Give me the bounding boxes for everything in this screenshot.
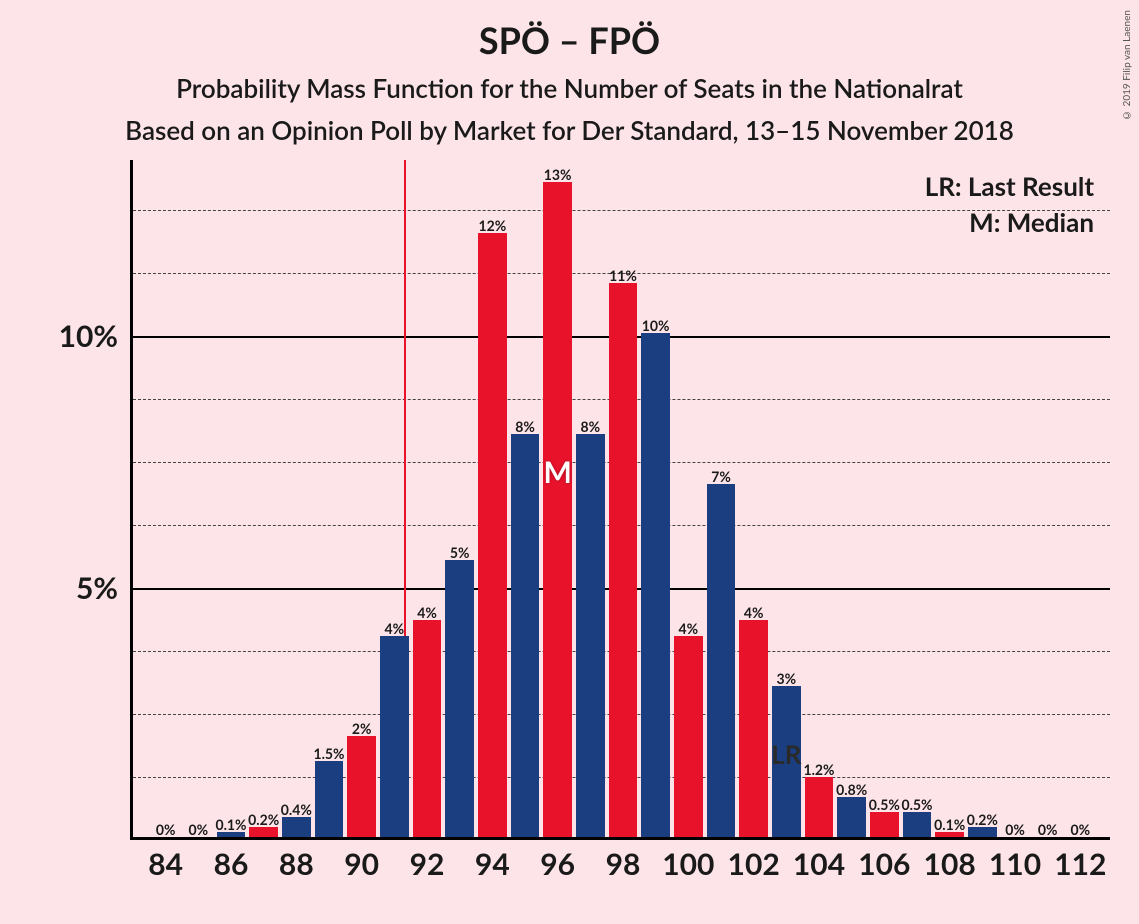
bar-value-label: 0.2% bbox=[248, 811, 279, 830]
bar-value-label: 11% bbox=[609, 267, 637, 286]
x-axis-label: 106 bbox=[858, 846, 910, 882]
bar-value-label: 3% bbox=[777, 670, 797, 689]
x-axis-label: 96 bbox=[540, 846, 575, 882]
bar-value-label: 0% bbox=[156, 821, 176, 840]
bar bbox=[282, 817, 311, 837]
chart-container: LR: Last Result M: Median 5%10%0%0%0.1%0… bbox=[38, 160, 1118, 880]
bar bbox=[315, 761, 344, 837]
bar bbox=[870, 812, 899, 837]
bar-value-label: 0% bbox=[1005, 821, 1025, 840]
bar-value-label: 0% bbox=[1038, 821, 1058, 840]
bar-value-label: 0.1% bbox=[934, 816, 965, 835]
bar-value-label: 0.5% bbox=[869, 796, 900, 815]
chart-subtitle-2: Based on an Opinion Poll by Market for D… bbox=[0, 104, 1139, 146]
bar bbox=[674, 636, 703, 837]
x-axis-label: 98 bbox=[606, 846, 641, 882]
bar-value-label: 5% bbox=[450, 544, 470, 563]
bar-value-label: 0.8% bbox=[836, 781, 867, 800]
bar-value-label: 13% bbox=[544, 166, 572, 185]
bar-value-label: 1.2% bbox=[803, 761, 834, 780]
y-axis-label: 5% bbox=[76, 570, 118, 606]
bar bbox=[347, 736, 376, 837]
median-marker: M bbox=[543, 454, 571, 490]
bar bbox=[805, 777, 834, 837]
chart-title: SPÖ – FPÖ bbox=[0, 0, 1139, 62]
bar-value-label: 4% bbox=[385, 620, 405, 639]
x-axis-label: 88 bbox=[279, 846, 314, 882]
bar-value-label: 7% bbox=[711, 468, 731, 487]
bar bbox=[641, 333, 670, 837]
bar-value-label: 2% bbox=[352, 720, 372, 739]
x-axis-label: 90 bbox=[344, 846, 379, 882]
bar-value-label: 10% bbox=[642, 317, 670, 336]
x-axis-label: 100 bbox=[662, 846, 714, 882]
bar bbox=[413, 620, 442, 837]
bar bbox=[837, 797, 866, 837]
bar bbox=[478, 233, 507, 837]
bar bbox=[380, 636, 409, 837]
x-axis-label: 112 bbox=[1054, 846, 1106, 882]
bar bbox=[543, 182, 572, 837]
bar bbox=[576, 434, 605, 837]
bar bbox=[511, 434, 540, 837]
gridline-minor bbox=[133, 210, 1110, 211]
bar-value-label: 0.5% bbox=[901, 796, 932, 815]
bar-value-label: 1.5% bbox=[313, 745, 344, 764]
x-axis-label: 92 bbox=[410, 846, 445, 882]
bar-value-label: 4% bbox=[417, 604, 437, 623]
lr-marker: LR bbox=[771, 738, 801, 770]
bar-value-label: 0.2% bbox=[967, 811, 998, 830]
y-axis-label: 10% bbox=[59, 318, 118, 354]
legend-lr: LR: Last Result bbox=[925, 168, 1094, 204]
bar-value-label: 12% bbox=[478, 217, 506, 236]
x-axis-label: 108 bbox=[924, 846, 976, 882]
x-axis-label: 84 bbox=[148, 846, 183, 882]
x-axis-label: 110 bbox=[989, 846, 1041, 882]
bar bbox=[739, 620, 768, 837]
bar-value-label: 0.4% bbox=[281, 801, 312, 820]
x-axis-label: 104 bbox=[793, 846, 845, 882]
bar-value-label: 8% bbox=[515, 418, 535, 437]
bar bbox=[445, 560, 474, 837]
bar-value-label: 8% bbox=[581, 418, 601, 437]
bar-value-label: 0.1% bbox=[215, 816, 246, 835]
chart-subtitle-1: Probability Mass Function for the Number… bbox=[0, 62, 1139, 104]
legend: LR: Last Result M: Median bbox=[925, 168, 1094, 240]
bar bbox=[903, 812, 932, 837]
copyright-text: © 2019 Filip van Laenen bbox=[1121, 10, 1133, 121]
bar-value-label: 4% bbox=[679, 620, 699, 639]
x-axis-label: 94 bbox=[475, 846, 510, 882]
bar-value-label: 4% bbox=[744, 604, 764, 623]
bar-value-label: 0% bbox=[1071, 821, 1091, 840]
plot-area: LR: Last Result M: Median 5%10%0%0%0.1%0… bbox=[130, 160, 1110, 840]
x-axis-label: 86 bbox=[214, 846, 249, 882]
bar-value-label: 0% bbox=[189, 821, 209, 840]
x-axis-label: 102 bbox=[728, 846, 780, 882]
bar bbox=[609, 283, 638, 837]
bar bbox=[707, 484, 736, 837]
